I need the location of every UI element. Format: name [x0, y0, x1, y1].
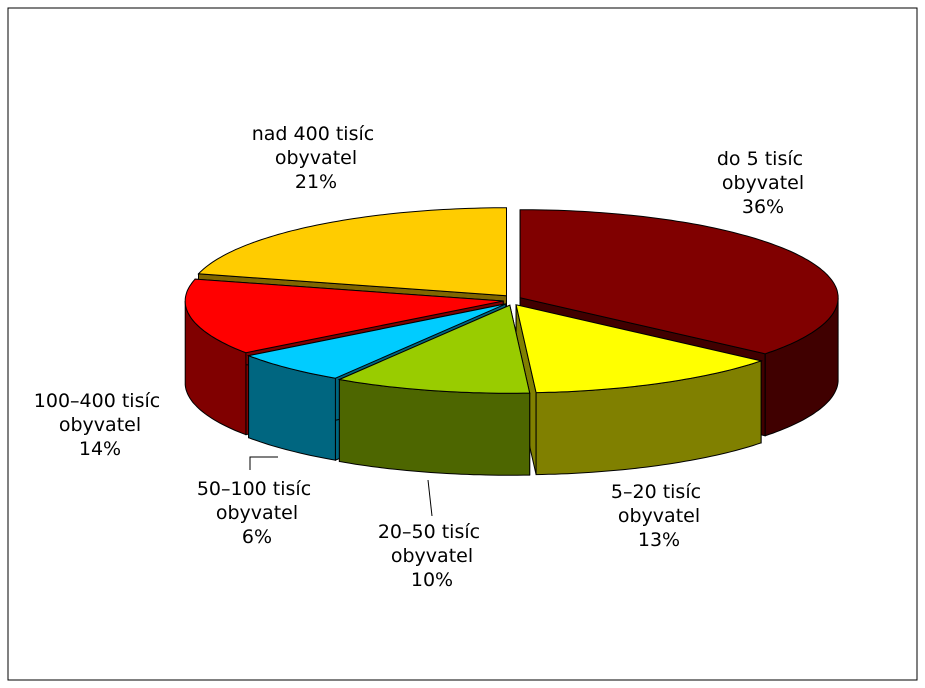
leader-line: [249, 456, 278, 470]
label-line: 100–400 tisíc: [34, 390, 166, 412]
label-line: obyvatel: [722, 172, 804, 194]
data-label-name: do 5 tisíc obyvatel: [717, 148, 809, 194]
label-line: 50–100 tisíc: [197, 478, 317, 500]
data-label-name: 50–100 tisíc obyvatel: [197, 478, 317, 524]
data-label-value: 36%: [742, 196, 784, 218]
data-label-value: 14%: [79, 438, 121, 460]
data-label-value: 21%: [295, 171, 337, 193]
data-label-name: 100–400 tisíc obyvatel: [34, 390, 166, 436]
label-line: 5–20 tisíc: [611, 481, 707, 503]
data-label-value: 6%: [242, 526, 272, 548]
data-label-name: 5–20 tisíc obyvatel: [611, 481, 707, 527]
pie-slice: [197, 207, 507, 297]
label-line: obyvatel: [391, 545, 473, 567]
data-label-name: 20–50 tisíc obyvatel: [378, 521, 486, 567]
label-line: obyvatel: [59, 414, 141, 436]
pie-slice: [515, 304, 763, 394]
pie-slice: [519, 209, 839, 355]
label-line: 20–50 tisíc: [378, 521, 486, 543]
label-line: do 5 tisíc: [717, 148, 809, 170]
label-line: obyvatel: [275, 147, 357, 169]
data-label-value: 13%: [638, 529, 680, 551]
data-label-value: 10%: [411, 569, 453, 591]
label-line: nad 400 tisíc: [252, 123, 380, 145]
slice-outer-wall: [338, 378, 531, 476]
label-line: obyvatel: [618, 505, 700, 527]
pie-slice: [246, 303, 506, 379]
pie-slice: [184, 278, 504, 354]
pie-slice: [337, 304, 531, 394]
label-line: obyvatel: [216, 502, 298, 524]
data-label-name: nad 400 tisíc obyvatel: [252, 123, 380, 169]
leader-line: [427, 479, 433, 517]
